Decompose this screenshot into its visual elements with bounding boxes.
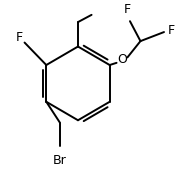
Text: F: F <box>168 24 175 37</box>
Text: F: F <box>124 3 131 16</box>
Text: Br: Br <box>53 154 67 167</box>
Text: O: O <box>117 53 127 66</box>
Text: F: F <box>16 31 23 44</box>
